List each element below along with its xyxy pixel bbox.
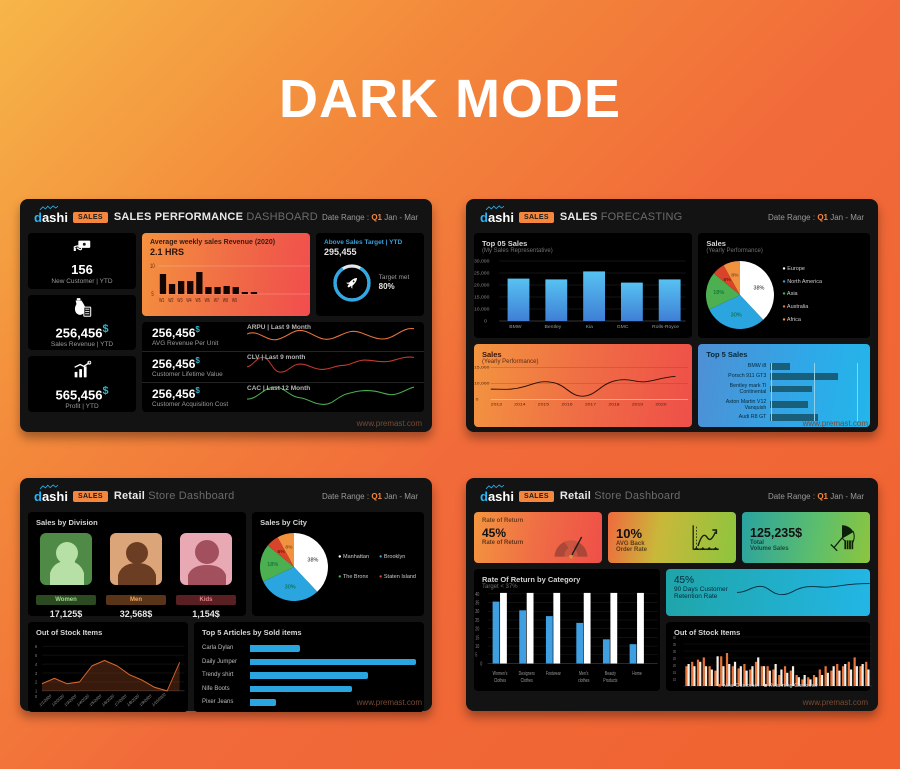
- svg-text:8%: 8%: [732, 272, 740, 278]
- svg-text:Beauty: Beauty: [605, 671, 617, 677]
- svg-text:W1: W1: [159, 297, 165, 303]
- svg-text:1/3/2020: 1/3/2020: [64, 692, 78, 707]
- svg-text:2013: 2013: [491, 403, 503, 407]
- svg-text:10,000: 10,000: [474, 382, 490, 386]
- svg-text:Kia: Kia: [586, 324, 594, 330]
- svg-text:15: 15: [673, 668, 676, 674]
- svg-text:6%: 6%: [724, 277, 732, 283]
- svg-text:1/8/2020: 1/8/2020: [126, 692, 140, 707]
- svg-text:10: 10: [150, 263, 155, 270]
- svg-text:clothes: clothes: [578, 677, 590, 683]
- svg-text:W3: W3: [177, 297, 183, 303]
- svg-text:W9: W9: [232, 297, 238, 303]
- svg-text:10: 10: [673, 675, 676, 681]
- svg-text:Clothes: Clothes: [494, 677, 507, 683]
- svg-text:2014: 2014: [514, 403, 526, 407]
- svg-text:18%: 18%: [267, 563, 278, 569]
- svg-text:18%: 18%: [714, 290, 725, 296]
- svg-text:5: 5: [151, 291, 153, 298]
- svg-text:W6: W6: [205, 297, 211, 303]
- svg-text:5: 5: [35, 652, 38, 658]
- svg-text:2018: 2018: [608, 403, 620, 407]
- svg-text:38%: 38%: [308, 558, 319, 564]
- svg-text:W2: W2: [168, 297, 174, 303]
- svg-text:30%: 30%: [285, 585, 296, 591]
- svg-text:35: 35: [673, 640, 676, 646]
- svg-text:20: 20: [475, 626, 479, 633]
- svg-text:2020: 2020: [655, 403, 667, 407]
- svg-text:0: 0: [35, 694, 38, 700]
- svg-text:40: 40: [475, 591, 479, 598]
- svg-text:1/1/2020: 1/1/2020: [38, 692, 52, 707]
- svg-text:Home: Home: [632, 671, 642, 677]
- svg-text:40: 40: [673, 635, 676, 640]
- svg-text:25,000: 25,000: [474, 271, 490, 277]
- svg-text:BMW: BMW: [509, 324, 522, 330]
- svg-text:2017: 2017: [585, 403, 597, 407]
- svg-text:Women's: Women's: [493, 671, 508, 677]
- svg-text:W4: W4: [186, 297, 192, 303]
- svg-text:1/6/2020: 1/6/2020: [101, 692, 115, 707]
- svg-text:30%: 30%: [731, 312, 742, 318]
- svg-text:2: 2: [35, 679, 38, 685]
- svg-text:1/7/2020: 1/7/2020: [114, 692, 128, 707]
- svg-text:15,000: 15,000: [474, 295, 490, 301]
- svg-text:15,000: 15,000: [474, 366, 490, 370]
- svg-text:Rolls-Royce: Rolls-Royce: [652, 324, 679, 330]
- svg-text:30: 30: [673, 647, 676, 653]
- svg-text:15: 15: [475, 635, 479, 642]
- svg-text:0: 0: [480, 661, 482, 668]
- svg-text:0: 0: [476, 398, 479, 402]
- svg-text:3: 3: [35, 670, 38, 676]
- svg-text:25: 25: [673, 654, 676, 660]
- svg-text:W8: W8: [223, 297, 229, 303]
- svg-text:W7: W7: [214, 297, 220, 303]
- svg-text:1/9/2020: 1/9/2020: [139, 692, 153, 707]
- svg-text:Products: Products: [603, 677, 618, 683]
- svg-text:6: 6: [35, 643, 38, 649]
- svg-text:Footwear: Footwear: [546, 671, 561, 677]
- svg-text:Bentley: Bentley: [545, 324, 562, 330]
- svg-text:30,000: 30,000: [474, 259, 490, 265]
- svg-text:10,000: 10,000: [474, 307, 490, 313]
- svg-text:20: 20: [673, 661, 676, 667]
- svg-text:1/5/2020: 1/5/2020: [89, 692, 103, 707]
- svg-text:10: 10: [475, 644, 479, 651]
- svg-text:4: 4: [35, 661, 38, 667]
- svg-text:GMC: GMC: [617, 324, 629, 330]
- svg-text:25: 25: [475, 617, 479, 624]
- svg-text:30: 30: [475, 609, 479, 616]
- svg-text:2016: 2016: [561, 403, 573, 407]
- svg-text:Designers: Designers: [519, 671, 536, 677]
- svg-text:Clothes: Clothes: [521, 677, 534, 683]
- svg-text:2015: 2015: [538, 403, 550, 407]
- svg-text:1/2/2020: 1/2/2020: [51, 692, 65, 707]
- svg-text:5: 5: [475, 652, 477, 659]
- svg-text:1/10/2020: 1/10/2020: [151, 691, 167, 707]
- svg-text:1/4/2020: 1/4/2020: [76, 692, 90, 707]
- svg-text:38%: 38%: [754, 285, 765, 291]
- svg-text:35: 35: [475, 600, 479, 607]
- svg-text:Men's: Men's: [579, 671, 589, 677]
- svg-text:0: 0: [484, 319, 487, 325]
- svg-text:2019: 2019: [632, 403, 644, 407]
- svg-text:6%: 6%: [278, 549, 286, 555]
- svg-text:8%: 8%: [286, 545, 294, 551]
- svg-text:20,000: 20,000: [474, 283, 490, 289]
- svg-text:W5: W5: [196, 297, 202, 303]
